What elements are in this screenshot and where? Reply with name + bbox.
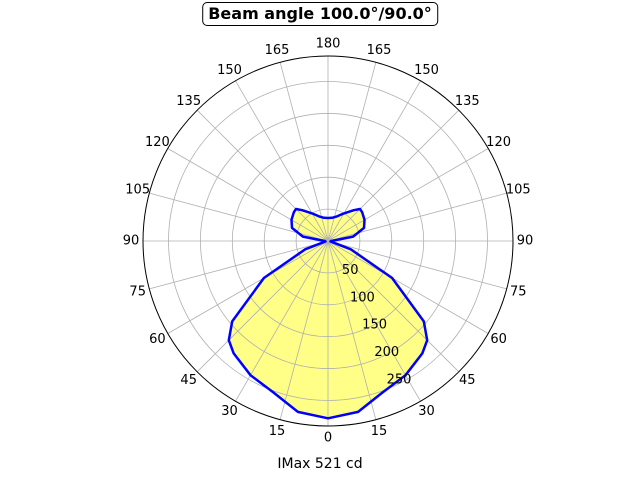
grid-spoke — [327, 109, 460, 242]
radial-tick-label: 100 — [350, 290, 375, 305]
angle-tick-label: 165 — [367, 43, 392, 58]
distribution-curve — [227, 207, 429, 420]
angle-tick-label: 60 — [149, 332, 166, 347]
grid-spoke — [279, 62, 329, 242]
angle-tick-label: 105 — [125, 183, 150, 198]
angle-tick-label: 15 — [371, 424, 388, 439]
angle-tick-label: 45 — [459, 373, 476, 388]
angle-tick-label: 75 — [129, 285, 146, 300]
angle-tick-label: 135 — [455, 94, 480, 109]
grid-spoke — [327, 240, 507, 290]
grid-spoke — [279, 240, 329, 420]
x-axis-label: IMax 521 cd — [277, 456, 363, 472]
angle-tick-label: 120 — [145, 135, 170, 150]
angle-tick-label: 165 — [265, 43, 290, 58]
curve-layer — [227, 207, 429, 420]
grid-spoke — [327, 240, 489, 334]
angle-tick-label: 15 — [269, 424, 286, 439]
grid-spoke — [167, 240, 329, 334]
angle-tick-label: 120 — [486, 135, 511, 150]
angle-tick-label: 135 — [176, 94, 201, 109]
grid-spoke — [167, 148, 329, 242]
polar-frame — [142, 55, 514, 427]
grid-spoke — [327, 62, 377, 242]
angle-tick-label: 150 — [414, 63, 439, 78]
grid-spoke — [327, 240, 377, 420]
angle-tick-label: 60 — [490, 332, 507, 347]
angle-tick-label: 0 — [324, 431, 332, 446]
angle-tick-label: 105 — [506, 183, 531, 198]
grid-layer — [142, 55, 514, 427]
label-layer: 180 1651501351201059075604530150153045607… — [123, 37, 534, 446]
angle-tick-label: 30 — [221, 404, 238, 419]
radial-tick-label: 150 — [362, 318, 387, 333]
angle-tick-label: 75 — [510, 285, 527, 300]
grid-spoke — [196, 240, 329, 373]
angle-tick-label: 180 — [316, 37, 341, 52]
radial-tick-label: 200 — [374, 345, 399, 360]
grid-spoke — [327, 148, 489, 242]
radial-tick-label: 50 — [342, 263, 359, 278]
angle-tick-label: 30 — [418, 404, 435, 419]
radial-tick-label: 250 — [387, 373, 412, 388]
angle-tick-label: 45 — [180, 373, 197, 388]
grid-spoke — [235, 80, 329, 242]
angle-tick-label: 90 — [517, 234, 534, 249]
grid-spoke — [149, 240, 329, 290]
angle-tick-label: 90 — [123, 234, 140, 249]
chart-title: Beam angle 100.0°/90.0° — [202, 2, 438, 26]
grid-spoke — [196, 109, 329, 242]
grid-spoke — [327, 80, 421, 242]
grid-spoke — [327, 240, 460, 373]
angle-tick-label: 150 — [217, 63, 242, 78]
